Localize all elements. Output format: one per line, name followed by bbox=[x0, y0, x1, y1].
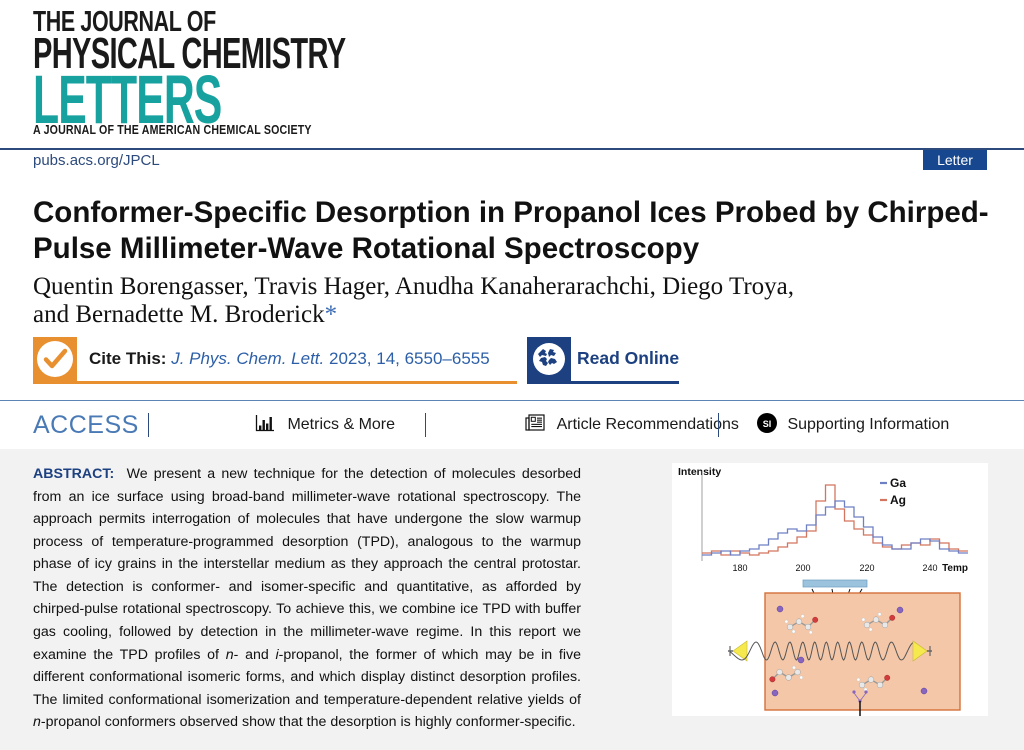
svg-text:Temp: Temp bbox=[942, 563, 968, 574]
svg-text:Ag: Ag bbox=[890, 493, 906, 507]
svg-text:Intensity: Intensity bbox=[678, 466, 721, 478]
svg-text:Ga: Ga bbox=[890, 476, 906, 490]
svg-text:SI: SI bbox=[763, 419, 772, 429]
svg-text:240: 240 bbox=[922, 563, 937, 573]
svg-text:180: 180 bbox=[732, 563, 747, 573]
svg-text:200: 200 bbox=[795, 563, 810, 573]
svg-text:220: 220 bbox=[859, 563, 874, 573]
